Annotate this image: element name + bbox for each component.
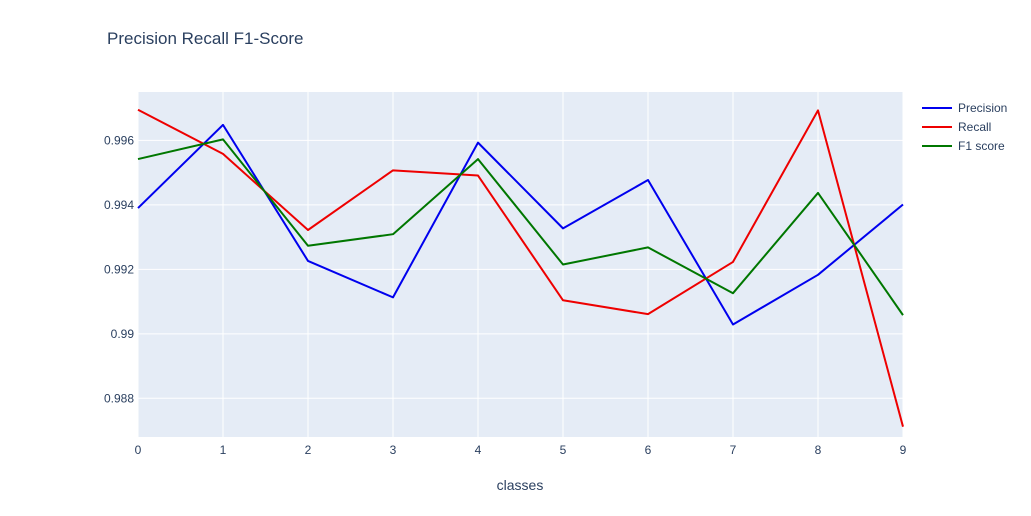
x-tick-label-1: 1 [220,443,227,457]
series-line-f1-score [137,138,904,316]
x-tick-label-7: 7 [730,443,737,457]
chart-title: Precision Recall F1-Score [107,29,304,48]
x-axis-ticks: 0 1 2 3 4 5 6 7 8 9 [135,443,907,457]
x-axis-title: classes [497,477,544,493]
y-tick-label-3: 0.994 [104,198,134,212]
x-tick-label-4: 4 [475,443,482,457]
series-lines [137,108,904,427]
legend-item-recall[interactable]: Recall [922,120,991,134]
legend-label: Recall [958,120,991,134]
legend-label: Precision [958,101,1007,115]
legend-item-f1-score[interactable]: F1 score [922,139,1005,153]
x-tick-label-9: 9 [900,443,907,457]
y-tick-label-4: 0.996 [104,133,134,147]
plot-area [138,92,903,437]
x-tick-label-0: 0 [135,443,142,457]
y-tick-label-2: 0.992 [104,262,134,276]
legend-item-precision[interactable]: Precision [922,101,1007,115]
y-tick-label-0: 0.988 [104,391,134,405]
x-tick-label-2: 2 [305,443,312,457]
x-tick-label-6: 6 [645,443,652,457]
x-tick-label-5: 5 [560,443,567,457]
y-tick-label-1: 0.99 [111,327,135,341]
y-axis-ticks: 0.988 0.99 0.992 0.994 0.996 [104,133,134,405]
x-tick-label-3: 3 [390,443,397,457]
x-tick-label-8: 8 [815,443,822,457]
legend[interactable]: Precision Recall F1 score [922,101,1007,153]
legend-label: F1 score [958,139,1005,153]
